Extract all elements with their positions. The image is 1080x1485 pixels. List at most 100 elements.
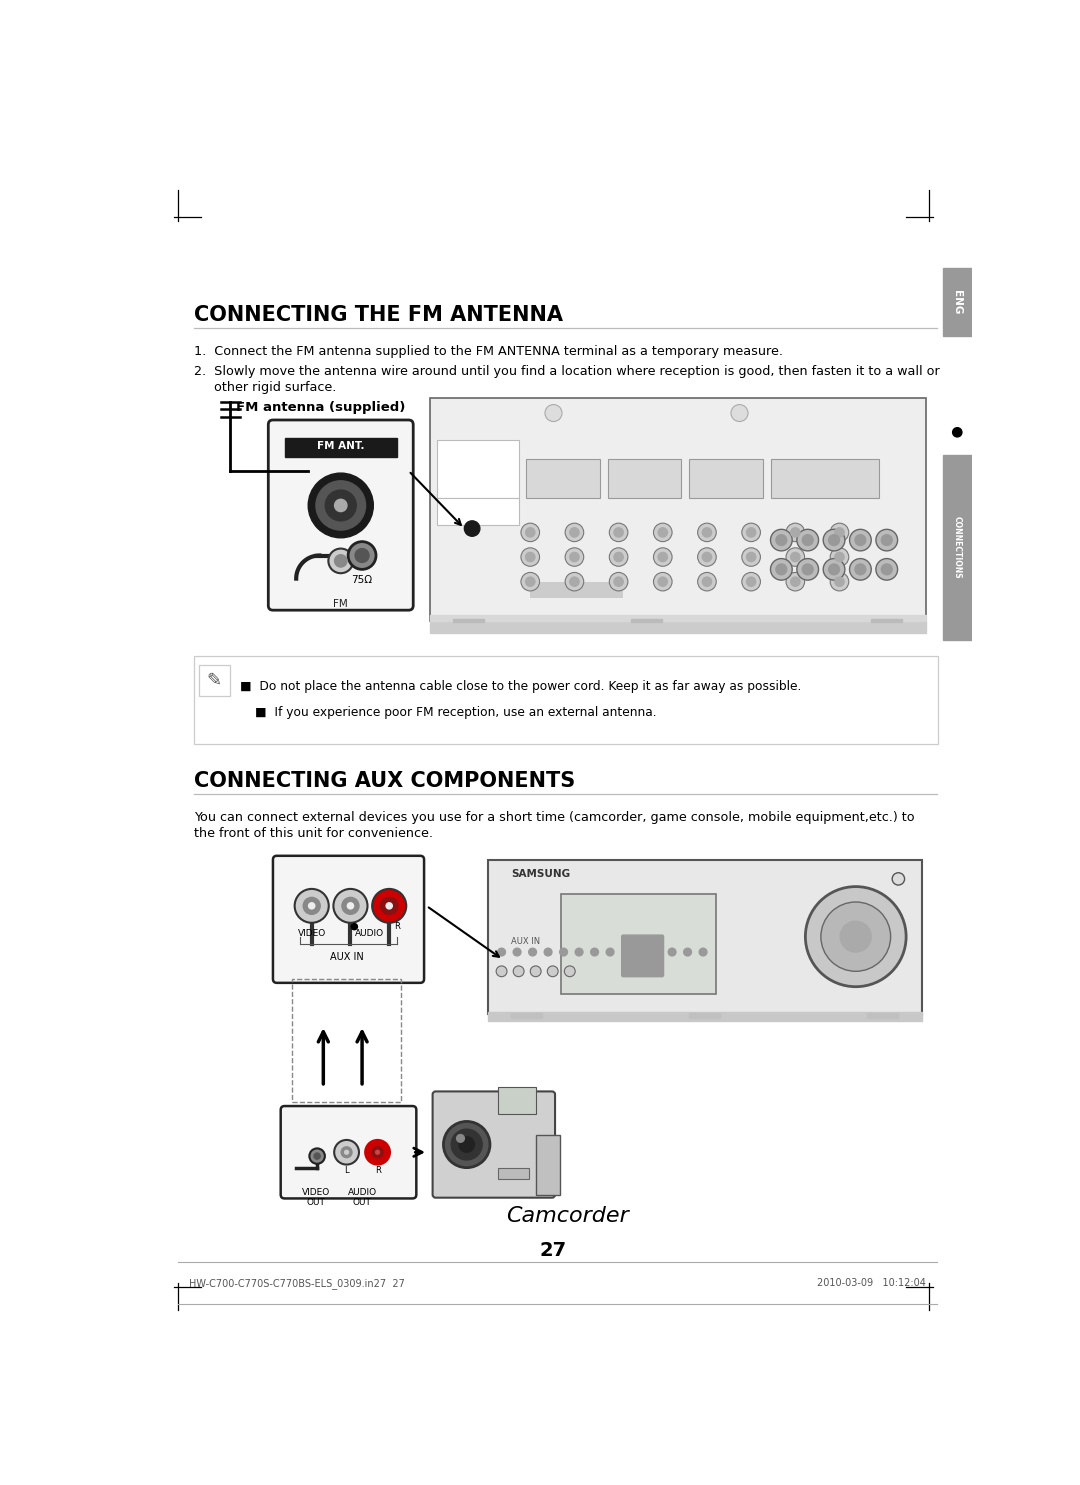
Circle shape: [791, 527, 800, 538]
Circle shape: [325, 490, 356, 521]
Circle shape: [355, 548, 369, 563]
Circle shape: [658, 552, 667, 561]
FancyBboxPatch shape: [268, 420, 414, 610]
Bar: [488, 1013, 921, 1022]
Circle shape: [653, 572, 672, 591]
Circle shape: [464, 521, 480, 536]
Bar: [430, 615, 926, 621]
Circle shape: [770, 529, 793, 551]
Circle shape: [373, 890, 406, 922]
Bar: [608, 459, 681, 497]
Bar: [537, 1135, 559, 1194]
Circle shape: [746, 552, 756, 561]
Circle shape: [544, 949, 552, 956]
Circle shape: [699, 949, 707, 956]
Circle shape: [609, 523, 627, 542]
Circle shape: [831, 548, 849, 566]
Circle shape: [613, 552, 623, 561]
Circle shape: [775, 564, 786, 575]
FancyBboxPatch shape: [433, 1091, 555, 1198]
Circle shape: [850, 529, 872, 551]
Circle shape: [881, 535, 892, 545]
Circle shape: [702, 578, 712, 587]
Circle shape: [387, 903, 392, 909]
Circle shape: [334, 890, 367, 922]
Bar: [453, 619, 484, 622]
Circle shape: [835, 578, 845, 587]
Circle shape: [576, 949, 583, 956]
Circle shape: [653, 523, 672, 542]
FancyBboxPatch shape: [273, 855, 424, 983]
Circle shape: [498, 949, 505, 956]
Circle shape: [345, 1151, 349, 1154]
Circle shape: [797, 558, 819, 581]
Text: other rigid surface.: other rigid surface.: [194, 380, 336, 394]
Circle shape: [613, 527, 623, 538]
Bar: [526, 459, 600, 497]
Text: 1.  Connect the FM antenna supplied to the FM ANTENNA terminal as a temporary me: 1. Connect the FM antenna supplied to th…: [194, 346, 783, 358]
Circle shape: [653, 548, 672, 566]
Text: 2.  Slowly move the antenna wire around until you find a location where receptio: 2. Slowly move the antenna wire around u…: [194, 365, 940, 379]
Circle shape: [459, 1138, 474, 1152]
Text: CONNECTIONS: CONNECTIONS: [953, 517, 962, 579]
Circle shape: [698, 572, 716, 591]
Circle shape: [548, 965, 558, 977]
Circle shape: [698, 523, 716, 542]
Text: 2010-03-09   10:12:04: 2010-03-09 10:12:04: [816, 1279, 926, 1287]
Bar: [488, 860, 921, 1014]
Circle shape: [892, 873, 905, 885]
Circle shape: [521, 523, 540, 542]
Circle shape: [770, 558, 793, 581]
Circle shape: [835, 527, 845, 538]
Circle shape: [622, 949, 630, 956]
Text: OUT: OUT: [353, 1198, 372, 1207]
Circle shape: [828, 564, 839, 575]
FancyBboxPatch shape: [281, 1106, 416, 1198]
Circle shape: [529, 949, 537, 956]
Circle shape: [953, 428, 962, 437]
Circle shape: [742, 572, 760, 591]
Text: VIDEO: VIDEO: [298, 930, 326, 939]
Circle shape: [334, 1140, 359, 1164]
Circle shape: [565, 548, 583, 566]
Circle shape: [881, 564, 892, 575]
Circle shape: [530, 965, 541, 977]
Bar: [498, 1087, 537, 1114]
Circle shape: [309, 903, 314, 909]
Circle shape: [295, 890, 328, 922]
Text: AUX IN: AUX IN: [511, 937, 540, 946]
Circle shape: [775, 535, 786, 545]
Text: AUDIO: AUDIO: [355, 930, 384, 939]
Circle shape: [348, 542, 376, 569]
Bar: [943, 456, 972, 640]
Circle shape: [637, 949, 645, 956]
Text: SAMSUNG: SAMSUNG: [511, 869, 570, 879]
Text: 27: 27: [540, 1241, 567, 1259]
Bar: [631, 619, 662, 622]
Circle shape: [742, 523, 760, 542]
Text: FM: FM: [334, 600, 348, 609]
Circle shape: [831, 523, 849, 542]
Bar: [293, 979, 401, 1102]
Bar: [511, 1013, 542, 1017]
Circle shape: [526, 552, 535, 561]
Circle shape: [731, 404, 748, 422]
Circle shape: [545, 404, 562, 422]
Circle shape: [823, 558, 845, 581]
Text: You can connect external devices you use for a short time (camcorder, game conso: You can connect external devices you use…: [194, 811, 915, 824]
Circle shape: [521, 548, 540, 566]
Circle shape: [308, 474, 374, 538]
Text: FM ANT.: FM ANT.: [318, 441, 365, 451]
Circle shape: [521, 572, 540, 591]
Text: R: R: [375, 1166, 380, 1175]
Circle shape: [376, 1151, 379, 1154]
Circle shape: [746, 578, 756, 587]
Circle shape: [570, 527, 579, 538]
Circle shape: [786, 572, 805, 591]
Circle shape: [658, 578, 667, 587]
Text: CONNECTING THE FM ANTENNA: CONNECTING THE FM ANTENNA: [194, 306, 563, 325]
Text: AUDIO: AUDIO: [348, 1188, 377, 1197]
Circle shape: [565, 965, 576, 977]
Circle shape: [496, 965, 507, 977]
Text: ■  If you experience poor FM reception, use an external antenna.: ■ If you experience poor FM reception, u…: [255, 705, 657, 719]
